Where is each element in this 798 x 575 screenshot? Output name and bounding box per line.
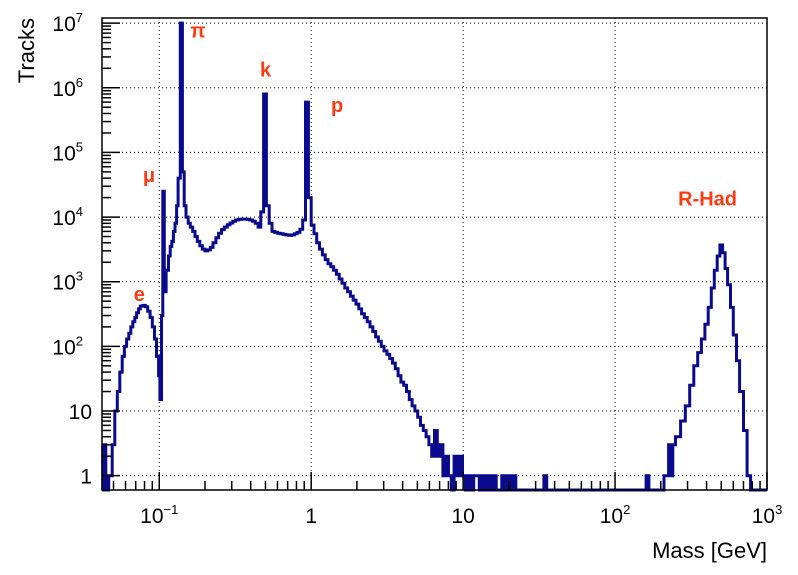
x-tick-label: 10−1 — [140, 502, 178, 528]
annotation-label: p — [331, 95, 343, 117]
y-tick-label: 10 — [69, 401, 92, 424]
x-tick-label: 1 — [305, 505, 317, 528]
y-tick-label: 103 — [52, 269, 83, 295]
y-axis-title: Tracks — [14, 18, 39, 83]
annotation-label: π — [190, 20, 205, 42]
x-axis-title: Mass [GeV] — [652, 538, 767, 563]
y-tick-label: 106 — [52, 75, 83, 101]
tick-labels: 10−1 1 10 102 103 1 10 102 103 104 105 106 107 — [52, 10, 782, 528]
annotation-label: e — [134, 284, 145, 306]
y-tick-label: 107 — [52, 10, 83, 36]
x-tick-label: 103 — [752, 502, 783, 528]
y-tick-label: 104 — [52, 204, 83, 230]
y-tick-label: 102 — [52, 333, 83, 359]
plot-frame — [101, 17, 768, 491]
annotation-label: k — [260, 59, 272, 81]
y-tick-label: 105 — [52, 139, 83, 165]
axis-ticks — [102, 22, 768, 490]
annotation-label: μ — [143, 165, 155, 187]
y-tick-label: 1 — [80, 466, 92, 489]
grid-lines — [102, 18, 767, 490]
x-tick-label: 10 — [451, 505, 474, 528]
annotation-label: R-Had — [678, 189, 737, 211]
histogram-line — [101, 21, 767, 492]
x-tick-label: 102 — [600, 502, 631, 528]
particle-annotations: e μ π k p R-Had — [134, 20, 737, 306]
